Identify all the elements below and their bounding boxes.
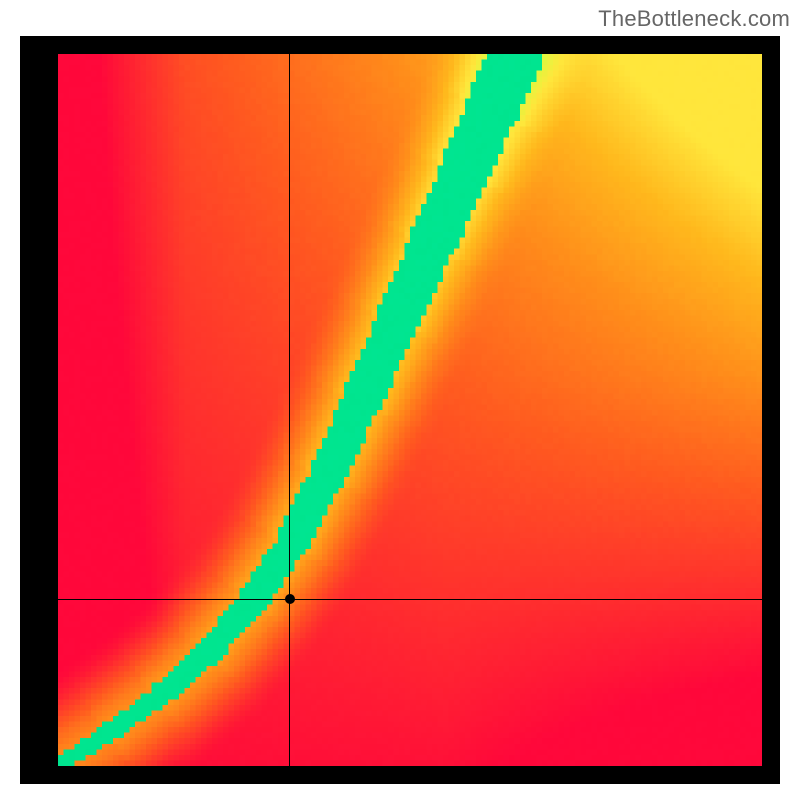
- crosshair-marker: [285, 594, 295, 604]
- chart-root: TheBottleneck.com: [0, 0, 800, 800]
- plot-frame: [20, 36, 780, 784]
- crosshair-horizontal: [58, 599, 762, 600]
- crosshair-vertical: [289, 54, 290, 766]
- grain-overlay: [58, 54, 762, 766]
- watermark-text: TheBottleneck.com: [598, 6, 790, 32]
